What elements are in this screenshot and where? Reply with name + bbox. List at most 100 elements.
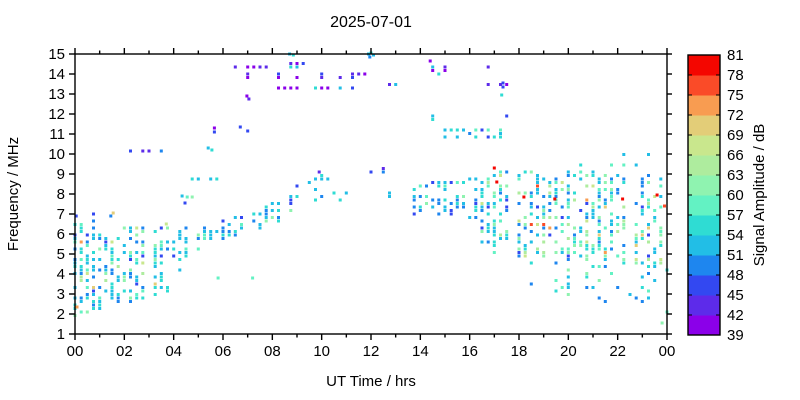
data-point <box>418 209 422 212</box>
data-point <box>554 181 558 184</box>
colorbar-segment <box>688 195 720 216</box>
data-point <box>634 261 638 265</box>
data-point <box>634 296 638 300</box>
data-point <box>110 293 114 296</box>
data-point <box>314 188 317 191</box>
data-point <box>566 184 570 188</box>
data-point <box>647 174 650 177</box>
data-point <box>110 251 114 254</box>
data-point <box>314 198 317 202</box>
data-point <box>523 170 527 174</box>
data-point <box>542 254 546 258</box>
data-point <box>659 195 663 198</box>
data-point <box>529 202 533 205</box>
data-point <box>517 240 521 244</box>
data-point <box>622 219 626 223</box>
data-point <box>566 237 570 240</box>
data-point <box>289 86 293 90</box>
data-point <box>585 240 589 244</box>
colorbar: 39 42 45 48 51 54 57 60 63 66 69 72 75 78 81 <box>687 47 744 344</box>
data-point <box>622 226 626 230</box>
data-point <box>289 198 293 202</box>
data-point <box>573 174 576 177</box>
data-point <box>79 268 83 272</box>
colorbar-segment <box>688 175 720 196</box>
data-point <box>326 177 330 181</box>
data-point <box>437 72 441 76</box>
data-point <box>647 296 650 300</box>
data-point <box>480 230 484 233</box>
data-point <box>591 184 595 188</box>
y-tick-label: 14 <box>48 66 65 83</box>
data-point <box>499 212 502 216</box>
data-point <box>277 72 280 76</box>
data-point <box>104 272 108 275</box>
data-point <box>536 233 539 237</box>
data-point <box>622 258 626 261</box>
data-point <box>492 166 496 170</box>
data-point <box>616 188 620 191</box>
data-point <box>455 135 459 139</box>
data-point <box>85 268 89 272</box>
data-point <box>622 216 626 219</box>
data-point <box>573 237 576 240</box>
data-point <box>104 244 108 247</box>
data-point <box>116 237 120 240</box>
x-axis-title: UT Time / hrs <box>326 373 416 390</box>
data-point <box>585 174 589 177</box>
data-point <box>653 251 657 254</box>
colorbar-tick-label: 51 <box>727 247 744 264</box>
data-point <box>462 202 465 205</box>
data-point <box>216 276 220 280</box>
data-point <box>523 244 527 247</box>
data-point <box>603 205 607 209</box>
data-point <box>252 65 256 69</box>
data-point <box>141 254 145 258</box>
data-point <box>610 272 613 275</box>
data-point <box>79 265 83 268</box>
data-point <box>129 251 132 254</box>
data-point <box>486 226 490 230</box>
data-point <box>203 226 206 230</box>
data-point <box>616 254 620 258</box>
data-point <box>183 201 187 205</box>
data-point <box>449 128 453 132</box>
data-point <box>505 209 509 212</box>
data-point <box>147 149 151 153</box>
data-point <box>536 223 539 226</box>
data-point <box>462 181 465 184</box>
data-point <box>141 240 145 244</box>
data-point <box>573 251 576 254</box>
data-point <box>246 72 250 76</box>
data-point <box>196 177 200 181</box>
data-point <box>166 226 169 230</box>
y-tick-label: 4 <box>57 266 65 283</box>
data-point <box>603 251 607 254</box>
data-point <box>92 258 95 261</box>
data-point <box>554 188 558 191</box>
data-point <box>289 195 293 198</box>
data-point <box>560 188 564 191</box>
data-point <box>98 303 102 307</box>
data-point <box>647 254 650 258</box>
data-point <box>542 195 546 198</box>
data-point <box>585 247 589 251</box>
colorbar-segment <box>688 235 720 256</box>
data-point <box>295 65 299 69</box>
data-point <box>622 181 626 184</box>
data-point <box>141 251 145 254</box>
data-point <box>486 230 490 233</box>
data-point <box>529 195 533 198</box>
data-point <box>591 265 595 268</box>
data-point <box>548 233 552 237</box>
data-point <box>227 230 231 233</box>
data-point <box>597 247 601 251</box>
data-point <box>640 205 644 209</box>
data-point <box>443 209 447 212</box>
data-point <box>523 216 527 219</box>
data-point <box>579 163 583 167</box>
data-point <box>474 205 478 209</box>
data-point <box>492 244 496 247</box>
data-point <box>610 219 613 223</box>
